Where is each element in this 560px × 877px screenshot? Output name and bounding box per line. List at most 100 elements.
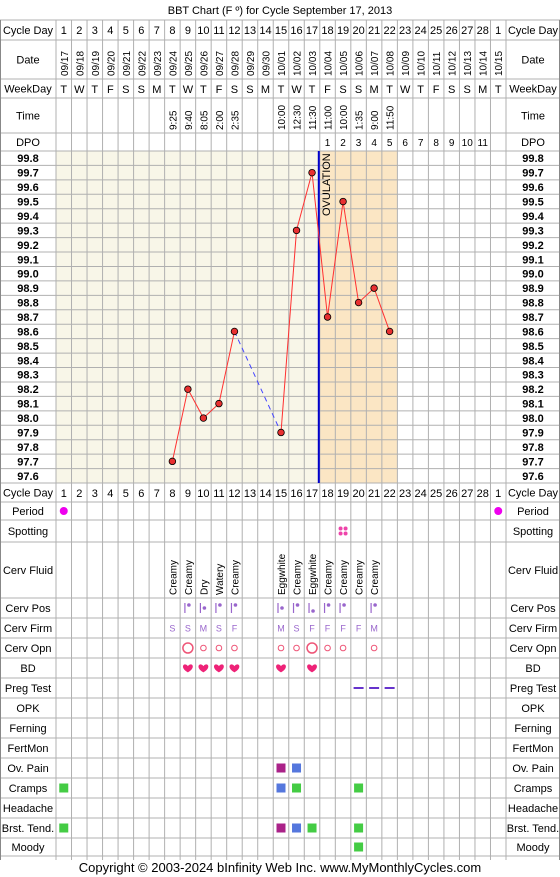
row-label-cerv-opn-left: Cerv Opn <box>4 643 51 655</box>
cycle-day-number-bottom: 12 <box>228 488 240 500</box>
row-label-cerv-fluid-left: Cerv Fluid <box>3 565 53 577</box>
cycle-day-number-bottom: 14 <box>259 488 271 500</box>
date-value: 10/05 <box>339 51 350 76</box>
row-label-cerv-fluid-right: Cerv Fluid <box>508 565 558 577</box>
row-label-spotting-left: Spotting <box>8 526 48 538</box>
row-label-opk-right: OPK <box>521 703 545 715</box>
temp-segment <box>296 172 313 231</box>
cycle-day-number-bottom: 4 <box>107 488 113 500</box>
row-label-cerv-opn-right: Cerv Opn <box>509 643 556 655</box>
y-tick-label-left: 99.7 <box>17 168 38 180</box>
cycle-day-number: 1 <box>495 25 501 37</box>
cerv-pos-dot <box>326 603 331 607</box>
time-value: 9:40 <box>184 110 195 130</box>
weekday-value: W <box>400 84 411 96</box>
cerv-pos-dot <box>202 606 207 610</box>
row-label-opk-left: OPK <box>16 703 40 715</box>
row-label-bd-right: BD <box>525 663 540 675</box>
bd-heart <box>198 664 209 673</box>
date-value: 09/17 <box>60 51 71 76</box>
row-label-period-right: Period <box>517 506 549 518</box>
date-value: 10/03 <box>308 51 319 76</box>
dpo-value: 9 <box>449 138 455 149</box>
date-value: 09/27 <box>215 51 226 76</box>
date-value: 09/20 <box>106 51 117 76</box>
cerv-fluid-value: Eggwhite <box>277 553 288 595</box>
cerv-opn-circle <box>324 644 331 652</box>
weekday-value: S <box>138 84 145 96</box>
temp-segment <box>280 230 298 433</box>
date-value: 09/21 <box>122 51 133 76</box>
date-value: 09/22 <box>137 51 148 76</box>
date-value: 09/24 <box>168 51 179 76</box>
weekday-value: M <box>370 84 379 96</box>
weekday-value: M <box>152 84 161 96</box>
cycle-day-number: 14 <box>259 25 271 37</box>
cycle-day-number-bottom: 24 <box>415 488 427 500</box>
cerv-firm-value: F <box>309 624 315 634</box>
y-tick-label-left: 98.2 <box>17 384 38 396</box>
cycle-day-number-bottom: 1 <box>61 488 67 500</box>
date-value: 09/26 <box>199 51 210 76</box>
period-dot <box>59 507 68 515</box>
date-value: 09/30 <box>261 51 272 76</box>
row-label-ov-pain-left: Ov. Pain <box>7 763 48 775</box>
cerv-firm-value: F <box>340 624 346 634</box>
cerv-pos-dot <box>311 609 315 613</box>
temp-point <box>184 385 192 393</box>
date-value: 10/02 <box>293 51 304 76</box>
cycle-day-number-bottom: 19 <box>337 488 349 500</box>
cycle-day-number-bottom: 18 <box>321 488 333 500</box>
cycle-day-number-bottom: 8 <box>169 488 175 500</box>
date-label-left: Date <box>16 55 39 67</box>
y-tick-label-left: 98.4 <box>17 355 39 367</box>
cerv-opn-circle <box>182 642 194 654</box>
y-tick-label-right: 99.3 <box>522 225 543 237</box>
temp-point <box>292 226 301 235</box>
cycle-day-number: 3 <box>92 25 98 37</box>
dpo-value: 3 <box>356 138 362 149</box>
temp-segment <box>218 331 235 404</box>
ovulation-label: OVULATION <box>321 153 333 216</box>
weekday-value: S <box>448 84 455 96</box>
y-tick-label-left: 98.9 <box>17 283 38 295</box>
date-value: 10/15 <box>494 51 505 76</box>
y-tick-label-right: 99.7 <box>522 168 543 180</box>
time-value: 9:00 <box>370 110 381 130</box>
row-label-cramps-left: Cramps <box>9 783 48 795</box>
date-value: 10/01 <box>277 51 288 76</box>
cerv-firm-value: F <box>232 624 238 634</box>
y-tick-label-right: 99.4 <box>522 211 544 223</box>
cycle-day-number: 17 <box>306 25 318 37</box>
y-tick-label-left: 97.8 <box>17 442 38 454</box>
spotting-dot <box>338 531 343 536</box>
cycle-day-number-bottom: 9 <box>185 488 191 500</box>
cycle-day-number: 18 <box>321 25 333 37</box>
date-value: 10/10 <box>417 51 428 76</box>
date-value: 10/09 <box>401 51 412 76</box>
row-label-cerv-firm-right: Cerv Firm <box>509 623 557 635</box>
y-tick-label-left: 97.6 <box>17 471 38 483</box>
weekday-value: F <box>433 84 440 96</box>
bd-heart <box>229 664 240 673</box>
cerv-firm-value: F <box>356 624 362 634</box>
row-label-ferning-left: Ferning <box>9 723 46 735</box>
cerv-pos-dot <box>342 603 346 607</box>
cerv-firm-value: F <box>325 624 331 634</box>
weekday-value: T <box>309 84 316 96</box>
cerv-fluid-value: Eggwhite <box>308 553 319 595</box>
symptom-box <box>59 823 69 833</box>
dpo-value: 2 <box>340 138 346 149</box>
cycle-day-number-bottom: 3 <box>92 488 98 500</box>
weekday-label-right: WeekDay <box>509 84 557 96</box>
temp-point <box>199 414 208 422</box>
cycle-day-number: 15 <box>275 25 287 37</box>
cerv-firm-value: M <box>370 624 378 634</box>
symptom-box <box>292 763 302 773</box>
cycle-day-number-bottom: 27 <box>461 488 473 500</box>
cerv-opn-circle <box>306 642 318 654</box>
y-tick-label-left: 99.5 <box>17 197 38 209</box>
symptom-box <box>292 783 302 793</box>
y-tick-label-right: 98.5 <box>522 341 543 353</box>
